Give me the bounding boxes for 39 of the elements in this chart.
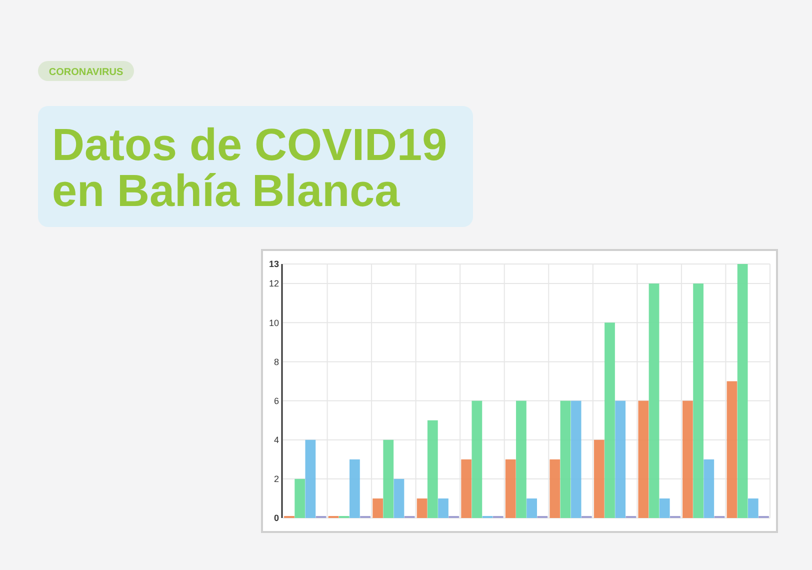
bar <box>350 459 360 518</box>
bar <box>472 400 482 518</box>
bar <box>305 440 316 518</box>
bar <box>427 420 438 518</box>
y-tick-label: 2 <box>274 474 279 484</box>
chart-title: Datos de COVID19 en Bahía Blanca <box>52 119 448 216</box>
bar <box>682 400 693 518</box>
bar <box>737 264 748 518</box>
y-tick-label: 8 <box>274 356 279 367</box>
bar <box>461 459 472 518</box>
bar <box>383 440 394 518</box>
bar <box>615 400 626 518</box>
bar <box>704 459 714 518</box>
y-tick-label: 0 <box>274 513 279 524</box>
bar <box>570 400 582 518</box>
text: CORONAVIRUS <box>48 67 124 78</box>
bar <box>516 400 526 518</box>
y-tick-label: 12 <box>268 278 279 289</box>
bar <box>594 440 604 518</box>
bar <box>726 381 738 518</box>
bar <box>550 459 560 518</box>
bar <box>693 284 704 518</box>
bar <box>416 498 428 518</box>
bar <box>659 498 670 518</box>
bar <box>526 498 537 518</box>
bar <box>294 478 306 518</box>
bar <box>372 498 383 518</box>
y-tick-label: 6 <box>274 396 279 406</box>
bar <box>638 400 649 518</box>
bar <box>748 498 758 518</box>
y-tick-label: 13 <box>268 259 279 270</box>
bar <box>438 498 448 518</box>
bar <box>560 400 571 518</box>
bar <box>604 322 615 518</box>
bar <box>648 284 660 518</box>
bar <box>394 478 404 518</box>
y-tick-label: 4 <box>274 434 279 445</box>
bar <box>505 459 516 518</box>
y-tick-label: 10 <box>268 318 279 328</box>
